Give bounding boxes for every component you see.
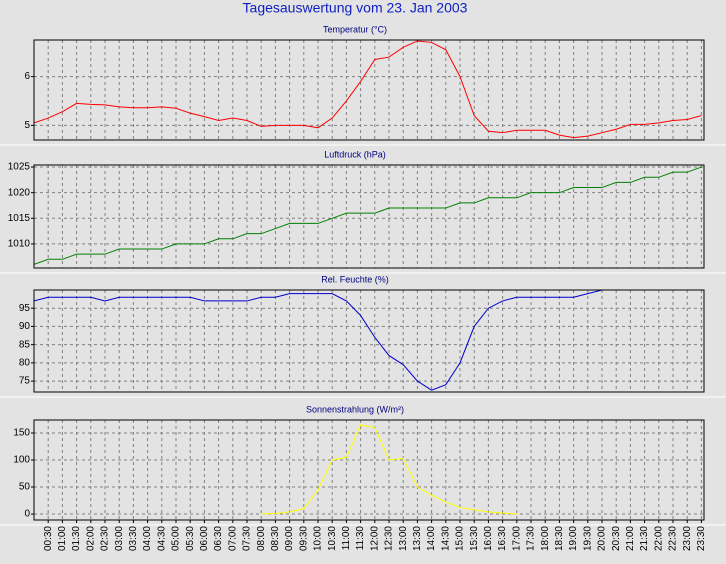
x-tick-label: 01:00 [57, 526, 68, 551]
y-tick-label: 6 [24, 71, 30, 82]
plot-border [33, 164, 705, 269]
x-tick-label: 04:00 [142, 526, 153, 551]
x-tick-label: 06:00 [199, 526, 210, 551]
data-line [34, 40, 702, 139]
panel-title: Sonnenstrahlung (W/m²) [306, 404, 404, 414]
y-tick-label: 75 [19, 376, 31, 387]
data-line [34, 166, 702, 265]
x-tick-label: 12:00 [369, 526, 380, 551]
x-tick-label: 07:30 [242, 526, 253, 551]
panel-title: Temperatur (°C) [323, 24, 387, 34]
page-title: Tagesauswertung vom 23. Jan 2003 [243, 0, 468, 16]
x-tick-label: 21:00 [625, 526, 636, 551]
x-tick-label: 10:00 [313, 526, 324, 551]
x-tick-label: 13:00 [398, 526, 409, 551]
x-tick-label: 00:30 [43, 526, 54, 551]
y-tick-label: 150 [13, 428, 30, 439]
x-tick-label: 14:30 [440, 526, 451, 551]
data-line [261, 424, 517, 515]
x-tick-label: 23:30 [696, 526, 707, 551]
x-tick-label: 17:00 [511, 526, 522, 551]
x-tick-label: 11:30 [355, 526, 366, 551]
x-tick-label: 21:30 [639, 526, 650, 551]
y-tick-label: 1015 [8, 213, 31, 224]
panel-title: Rel. Feuchte (%) [321, 274, 389, 284]
y-tick-label: 90 [19, 321, 31, 332]
plot-area [34, 290, 704, 392]
x-tick-label: 02:00 [85, 526, 96, 551]
x-tick-label: 13:30 [412, 526, 423, 551]
x-tick-label: 20:00 [597, 526, 608, 551]
x-tick-label: 16:00 [483, 526, 494, 551]
x-tick-label: 14:00 [426, 526, 437, 551]
y-tick-label: 0 [24, 509, 30, 520]
plot-border [33, 39, 705, 141]
x-tick-label: 09:00 [284, 526, 295, 551]
x-tick-label: 07:00 [227, 526, 238, 551]
x-tick-label: 05:30 [185, 526, 196, 551]
x-tick-label: 19:00 [568, 526, 579, 551]
plot-area [34, 420, 704, 520]
plot-border [33, 289, 705, 393]
x-tick-label: 09:30 [298, 526, 309, 551]
x-tick-label: 02:30 [100, 526, 111, 551]
y-tick-label: 80 [19, 357, 31, 368]
y-tick-label: 1010 [8, 239, 31, 250]
x-tick-label: 17:30 [526, 526, 537, 551]
y-tick-label: 5 [24, 120, 30, 131]
x-tick-label: 03:30 [128, 526, 139, 551]
x-tick-label: 10:30 [327, 526, 338, 551]
x-tick-label: 23:00 [682, 526, 693, 551]
x-tick-label: 20:30 [611, 526, 622, 551]
x-tick-label: 12:30 [384, 526, 395, 551]
x-tick-label: 08:00 [256, 526, 267, 551]
x-tick-label: 03:00 [114, 526, 125, 551]
y-tick-label: 1025 [8, 162, 31, 173]
y-tick-label: 1020 [8, 187, 31, 198]
x-tick-label: 01:30 [71, 526, 82, 551]
x-tick-label: 06:30 [213, 526, 224, 551]
plot-area [34, 165, 704, 268]
x-tick-label: 18:00 [540, 526, 551, 551]
x-tick-label: 15:30 [469, 526, 480, 551]
x-tick-label: 08:30 [270, 526, 281, 551]
plot-border [33, 419, 705, 521]
x-tick-label: 04:30 [156, 526, 167, 551]
x-tick-label: 18:30 [554, 526, 565, 551]
data-line [34, 290, 702, 391]
x-tick-label: 05:00 [171, 526, 182, 551]
x-tick-label: 22:00 [653, 526, 664, 551]
y-tick-label: 95 [19, 303, 31, 314]
x-tick-label: 19:30 [582, 526, 593, 551]
x-tick-label: 11:00 [341, 526, 352, 551]
panel-title: Luftdruck (hPa) [324, 149, 386, 159]
x-tick-label: 15:00 [455, 526, 466, 551]
y-tick-label: 50 [19, 482, 31, 493]
x-tick-label: 16:30 [497, 526, 508, 551]
y-tick-label: 100 [13, 455, 30, 466]
y-tick-label: 85 [19, 339, 31, 350]
plot-area [34, 40, 704, 140]
x-tick-label: 22:30 [668, 526, 679, 551]
